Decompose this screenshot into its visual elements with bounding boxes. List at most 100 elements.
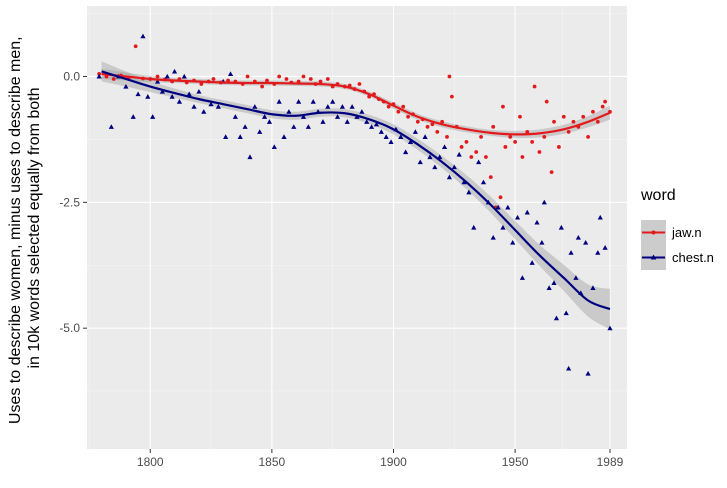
point-chest-n — [150, 114, 156, 119]
point-chest-n — [563, 310, 569, 316]
point-jaw-n — [265, 78, 269, 83]
point-chest-n — [495, 204, 501, 210]
point-jaw-n — [544, 99, 549, 104]
point-jaw-n — [488, 175, 493, 180]
legend-title: word — [640, 187, 676, 204]
point-jaw-n — [561, 114, 566, 119]
point-jaw-n — [552, 119, 556, 124]
grid-major — [87, 6, 627, 449]
point-chest-n — [232, 114, 238, 119]
x-axis-ticks: 1800 1850 1900 1950 1989 — [137, 449, 624, 469]
smooth-line-jaw-n — [101, 72, 611, 136]
point-jaw-n — [447, 74, 452, 79]
point-chest-n — [257, 129, 263, 134]
point-chest-n — [227, 71, 234, 77]
point-chest-n — [607, 325, 613, 331]
legend-key-jaw-marker — [651, 230, 656, 235]
point-chest-n — [568, 250, 574, 255]
point-jaw-n — [318, 79, 323, 84]
point-chest-n — [490, 234, 496, 240]
y-axis-title-line-1: Uses to describe women, minus uses to de… — [7, 36, 24, 424]
point-chest-n — [164, 73, 170, 79]
point-chest-n — [286, 109, 292, 114]
point-chest-n — [412, 129, 418, 134]
point-chest-n — [500, 224, 506, 230]
point-chest-n — [96, 73, 102, 79]
point-chest-n — [252, 104, 258, 109]
point-chest-n — [349, 104, 355, 109]
y-tick-label: 0.0 — [63, 69, 80, 83]
data-points — [96, 33, 613, 376]
point-chest-n — [368, 124, 375, 129]
point-jaw-n — [586, 134, 590, 139]
point-jaw-n — [396, 109, 401, 114]
point-jaw-n — [440, 119, 445, 124]
y-axis-title-line-2: in 10k words selected equally from both — [26, 87, 43, 368]
point-jaw-n — [284, 77, 289, 81]
point-jaw-n — [532, 84, 537, 89]
point-jaw-n — [459, 145, 464, 149]
point-chest-n — [388, 139, 394, 145]
point-chest-n — [519, 275, 526, 280]
point-jaw-n — [425, 124, 430, 129]
point-chest-n — [176, 99, 183, 104]
point-chest-n — [595, 250, 601, 255]
point-chest-n — [422, 134, 428, 139]
point-jaw-n — [245, 74, 250, 79]
point-chest-n — [529, 260, 535, 265]
x-tick-label: 1989 — [597, 455, 624, 469]
legend-label-chest: chest.n — [672, 250, 714, 265]
point-chest-n — [427, 154, 433, 160]
point-jaw-n — [406, 114, 410, 119]
y-tick-label: -5.0 — [59, 321, 80, 335]
point-jaw-n — [501, 104, 505, 109]
point-jaw-n — [518, 114, 522, 119]
point-jaw-n — [537, 150, 542, 154]
point-chest-n — [461, 179, 467, 185]
point-chest-n — [223, 134, 229, 139]
point-chest-n — [291, 124, 297, 129]
point-chest-n — [181, 73, 187, 79]
point-chest-n — [201, 109, 207, 114]
point-jaw-n — [357, 82, 362, 86]
point-chest-n — [446, 174, 453, 180]
point-jaw-n — [525, 129, 530, 134]
point-chest-n — [471, 224, 477, 230]
point-chest-n — [417, 159, 423, 165]
point-chest-n — [534, 219, 540, 225]
x-tick-label: 1850 — [259, 455, 286, 469]
point-chest-n — [403, 149, 409, 155]
point-jaw-n — [386, 104, 391, 109]
point-chest-n — [186, 91, 192, 97]
point-jaw-n — [301, 74, 306, 79]
point-chest-n — [271, 144, 277, 150]
point-chest-n — [191, 104, 197, 109]
point-chest-n — [480, 179, 487, 185]
point-chest-n — [407, 139, 414, 145]
point-chest-n — [208, 101, 214, 107]
point-chest-n — [432, 164, 438, 170]
point-jaw-n — [566, 129, 571, 134]
point-chest-n — [476, 159, 482, 165]
point-chest-n — [378, 129, 384, 134]
point-jaw-n — [581, 114, 586, 119]
point-jaw-n — [199, 82, 204, 86]
point-jaw-n — [226, 78, 230, 83]
point-jaw-n — [520, 155, 525, 159]
point-chest-n — [359, 109, 365, 114]
point-chest-n — [130, 114, 136, 119]
point-jaw-n — [435, 129, 440, 134]
point-jaw-n — [530, 140, 535, 144]
point-chest-n — [466, 189, 472, 195]
grid-minor — [87, 6, 627, 449]
point-chest-n — [566, 365, 572, 371]
point-jaw-n — [464, 140, 469, 144]
point-jaw-n — [308, 77, 313, 81]
point-jaw-n — [325, 77, 330, 81]
point-chest-n — [310, 99, 316, 104]
point-chest-n — [398, 134, 404, 139]
point-chest-n — [551, 280, 557, 285]
point-chest-n — [585, 370, 591, 376]
point-jaw-n — [600, 104, 605, 109]
point-chest-n — [108, 124, 114, 129]
